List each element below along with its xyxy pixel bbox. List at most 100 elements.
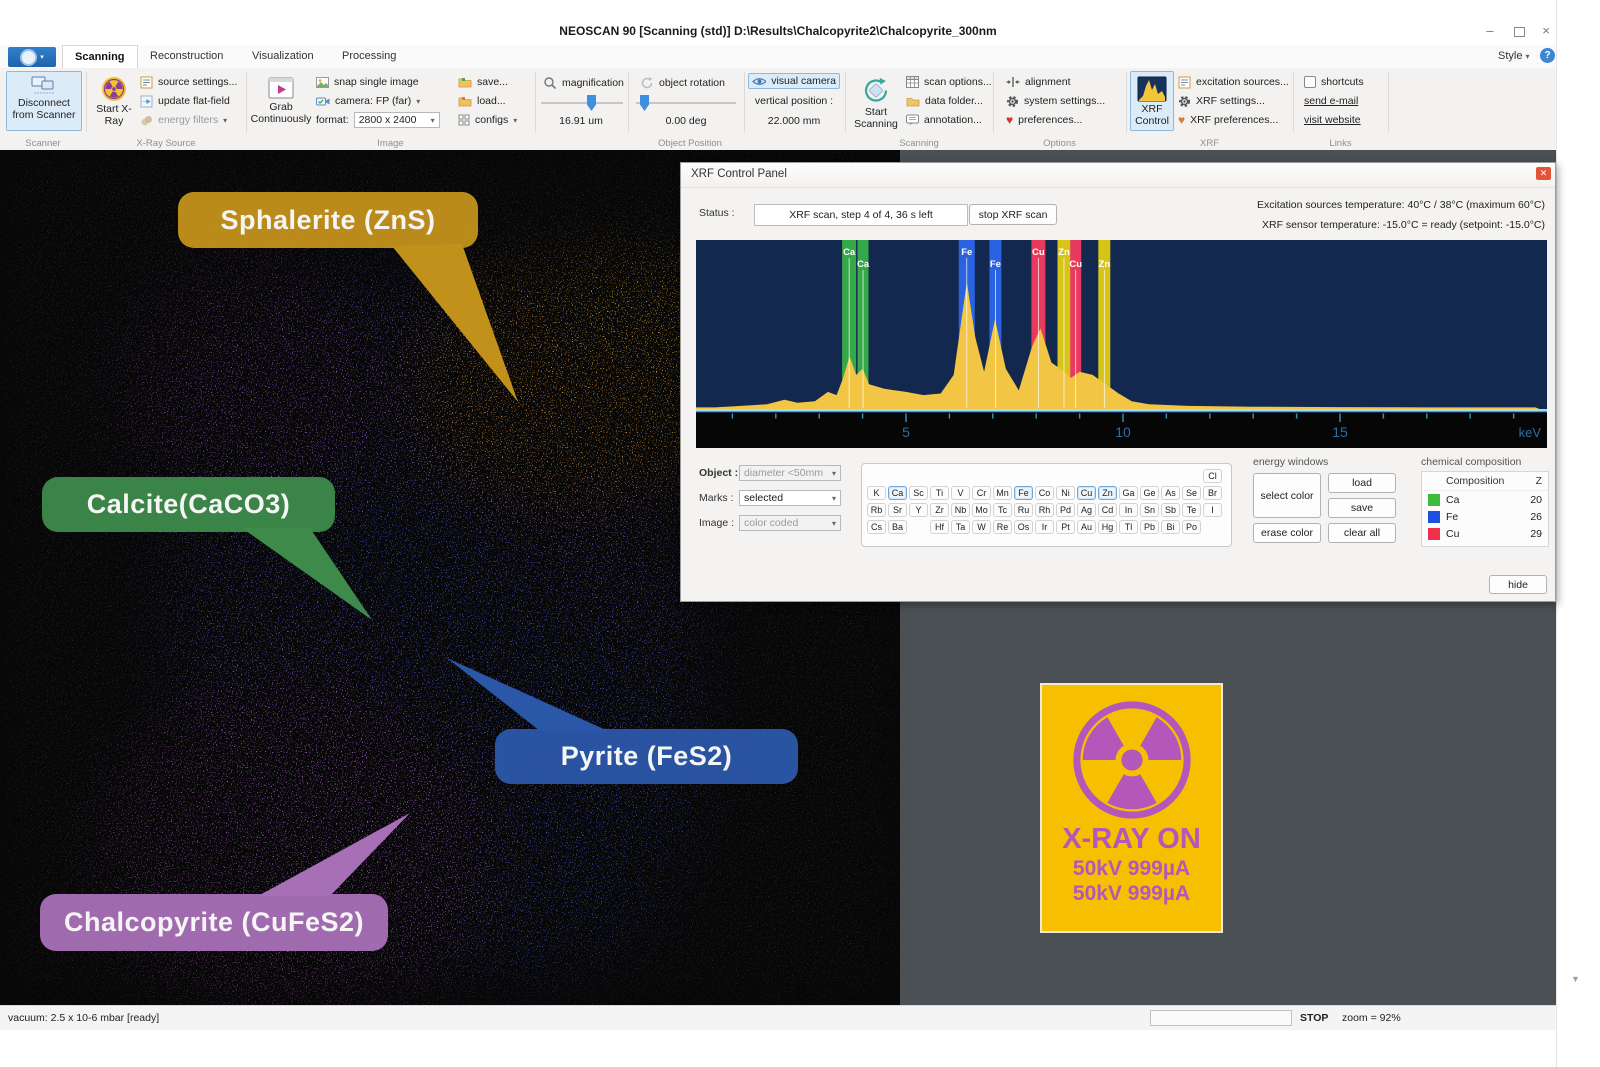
disconnect-from-scanner-button[interactable]: Disconnect from Scanner xyxy=(6,71,82,131)
source-settings-button[interactable]: source settings... xyxy=(140,74,237,90)
element-button-Ni[interactable]: Ni xyxy=(1056,486,1075,500)
clear-all-button[interactable]: clear all xyxy=(1328,523,1396,543)
element-button-Sb[interactable]: Sb xyxy=(1161,503,1180,517)
start-xray-button[interactable]: Start X-Ray xyxy=(92,71,136,131)
element-button-Sr[interactable]: Sr xyxy=(888,503,907,517)
grab-continuously-button[interactable]: Grab Continuously xyxy=(251,71,311,131)
xrf-settings-button[interactable]: XRF settings... xyxy=(1178,93,1289,109)
element-button-Mn[interactable]: Mn xyxy=(993,486,1012,500)
minimize-button[interactable]: – xyxy=(1486,23,1494,38)
element-button-Se[interactable]: Se xyxy=(1182,486,1201,500)
energy-filters-button[interactable]: energy filters ▾ xyxy=(140,112,237,128)
element-button-Ge[interactable]: Ge xyxy=(1140,486,1159,500)
element-button-Hg[interactable]: Hg xyxy=(1098,520,1117,534)
load-energy-windows-button[interactable]: load xyxy=(1328,473,1396,493)
element-button-Cs[interactable]: Cs xyxy=(867,520,886,534)
element-button-I[interactable]: I xyxy=(1203,503,1222,517)
send-email-link[interactable]: send e-mail xyxy=(1304,95,1359,107)
excitation-sources-button[interactable]: excitation sources... xyxy=(1178,74,1289,90)
visit-website-link[interactable]: visit website xyxy=(1304,114,1361,126)
erase-color-button[interactable]: erase color xyxy=(1253,523,1321,543)
save-button[interactable]: save... xyxy=(458,74,517,90)
element-button-Pb[interactable]: Pb xyxy=(1140,520,1159,534)
maximize-button[interactable] xyxy=(1514,27,1525,37)
style-menu[interactable]: Style ▾ xyxy=(1498,50,1530,62)
xrf-panel-close-button[interactable]: ✕ xyxy=(1536,167,1551,180)
element-button-Re[interactable]: Re xyxy=(993,520,1012,534)
element-button-Zr[interactable]: Zr xyxy=(930,503,949,517)
xrf-panel-title-bar[interactable]: XRF Control Panel ✕ xyxy=(681,163,1555,188)
load-button[interactable]: load... xyxy=(458,93,517,109)
element-button-Ir[interactable]: Ir xyxy=(1035,520,1054,534)
update-flat-field-button[interactable]: update flat-field xyxy=(140,93,237,109)
element-button-Zn[interactable]: Zn xyxy=(1098,486,1117,500)
element-button-Hf[interactable]: Hf xyxy=(930,520,949,534)
start-scanning-button[interactable]: Start Scanning xyxy=(850,71,902,131)
element-button-Mo[interactable]: Mo xyxy=(972,503,991,517)
element-button-Tc[interactable]: Tc xyxy=(993,503,1012,517)
element-button-Ti[interactable]: Ti xyxy=(930,486,949,500)
element-button-Te[interactable]: Te xyxy=(1182,503,1201,517)
format-combo[interactable]: 2800 x 2400 ▾ xyxy=(353,112,440,128)
element-button-Au[interactable]: Au xyxy=(1077,520,1096,534)
element-button-Cl[interactable]: Cl xyxy=(1203,469,1222,483)
element-button-Os[interactable]: Os xyxy=(1014,520,1033,534)
xrf-preferences-button[interactable]: ♥ XRF preferences... xyxy=(1178,113,1279,127)
hide-button[interactable]: hide xyxy=(1489,575,1547,594)
element-button-V[interactable]: V xyxy=(951,486,970,500)
scan-options-button[interactable]: scan options... xyxy=(906,74,992,90)
element-button-Ru[interactable]: Ru xyxy=(1014,503,1033,517)
element-button-Po[interactable]: Po xyxy=(1182,520,1201,534)
tab-processing[interactable]: Processing xyxy=(342,50,397,62)
element-button-Pt[interactable]: Pt xyxy=(1056,520,1075,534)
close-button[interactable]: × xyxy=(1542,23,1550,38)
snap-single-image-button[interactable]: snap single image xyxy=(316,74,440,90)
system-settings-button[interactable]: system settings... xyxy=(1006,93,1105,109)
element-button-Y[interactable]: Y xyxy=(909,503,928,517)
xrf-control-button[interactable]: XRF Control xyxy=(1130,71,1174,131)
preferences-button[interactable]: ♥ preferences... xyxy=(1006,113,1083,127)
element-button-Fe[interactable]: Fe xyxy=(1014,486,1033,500)
element-button-Ga[interactable]: Ga xyxy=(1119,486,1138,500)
tab-reconstruction[interactable]: Reconstruction xyxy=(150,50,224,62)
magnification-slider[interactable] xyxy=(541,95,623,111)
element-button-K[interactable]: K xyxy=(867,486,886,500)
element-button-Bi[interactable]: Bi xyxy=(1161,520,1180,534)
element-button-Sc[interactable]: Sc xyxy=(909,486,928,500)
magnification-slider-thumb[interactable] xyxy=(587,95,596,111)
tab-visualization[interactable]: Visualization xyxy=(252,50,314,62)
configs-button[interactable]: configs ▾ xyxy=(458,112,517,128)
image-combo[interactable]: color coded ▾ xyxy=(739,515,841,531)
element-button-As[interactable]: As xyxy=(1161,486,1180,500)
data-folder-button[interactable]: data folder... xyxy=(906,93,992,109)
help-icon[interactable]: ? xyxy=(1540,48,1555,63)
element-button-Tl[interactable]: Tl xyxy=(1119,520,1138,534)
element-button-Cu[interactable]: Cu xyxy=(1077,486,1096,500)
element-button-Ta[interactable]: Ta xyxy=(951,520,970,534)
element-button-W[interactable]: W xyxy=(972,520,991,534)
element-button-Br[interactable]: Br xyxy=(1203,486,1222,500)
element-button-In[interactable]: In xyxy=(1119,503,1138,517)
element-button-Ca[interactable]: Ca xyxy=(888,486,907,500)
marks-combo[interactable]: selected ▾ xyxy=(739,490,841,506)
object-rotation-slider-thumb[interactable] xyxy=(640,95,649,111)
app-menu-button[interactable]: ▾ xyxy=(8,47,56,67)
element-button-Ag[interactable]: Ag xyxy=(1077,503,1096,517)
element-button-Cr[interactable]: Cr xyxy=(972,486,991,500)
element-button-Ba[interactable]: Ba xyxy=(888,520,907,534)
visual-camera-button[interactable]: visual camera xyxy=(748,73,840,89)
element-button-Sn[interactable]: Sn xyxy=(1140,503,1159,517)
element-button-Nb[interactable]: Nb xyxy=(951,503,970,517)
object-combo[interactable]: diameter <50mm ▾ xyxy=(739,465,841,481)
alignment-button[interactable]: alignment xyxy=(1006,74,1105,90)
object-rotation-slider[interactable] xyxy=(636,95,736,111)
shortcuts-checkbox[interactable]: shortcuts xyxy=(1304,74,1364,90)
save-energy-windows-button[interactable]: save xyxy=(1328,498,1396,518)
tab-scanning[interactable]: Scanning xyxy=(62,45,138,70)
element-button-Pd[interactable]: Pd xyxy=(1056,503,1075,517)
camera-select-button[interactable]: camera: FP (far) ▾ xyxy=(316,93,440,109)
element-button-Cd[interactable]: Cd xyxy=(1098,503,1117,517)
scroll-down-icon[interactable]: ▼ xyxy=(1571,974,1580,984)
element-button-Co[interactable]: Co xyxy=(1035,486,1054,500)
